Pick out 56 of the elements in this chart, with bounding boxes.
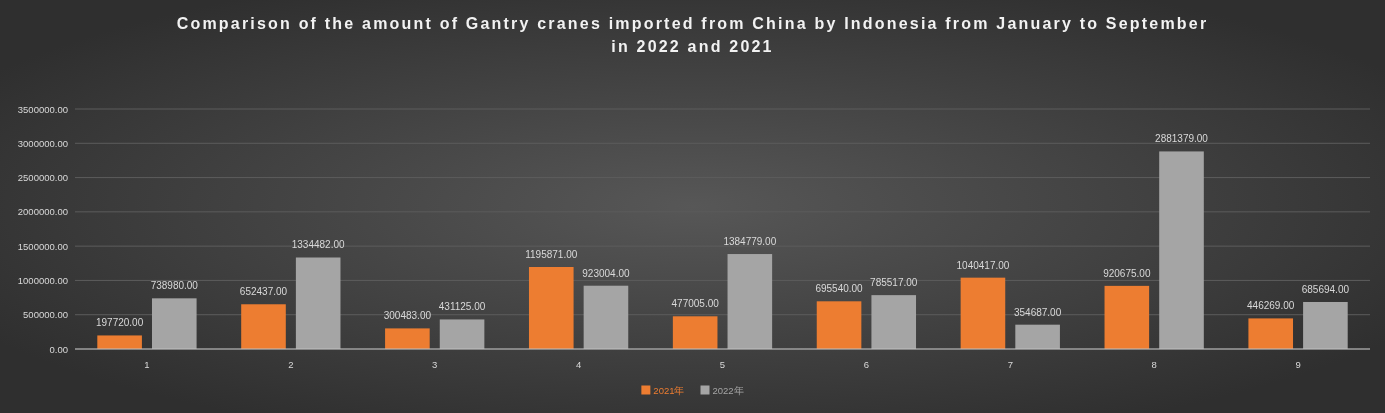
data-label: 431125.00: [438, 301, 486, 313]
x-tick-label: 3: [432, 359, 438, 370]
x-tick-label: 9: [1295, 359, 1301, 370]
y-tick-label: 3000000.00: [17, 137, 68, 149]
bar: [871, 295, 917, 349]
legend-label: 2022年: [712, 385, 744, 396]
data-label: 300483.00: [383, 310, 432, 322]
x-tick-label: 2: [288, 359, 294, 370]
bar: [672, 316, 718, 349]
y-tick-label: 1500000.00: [17, 240, 68, 252]
chart-title: Comparison of the amount of Gantry cranes imported from China by Indonesia from January to September in 2022 and 2021: [176, 15, 1209, 55]
data-label: 1334482.00: [291, 239, 346, 251]
bar: [1248, 318, 1294, 349]
bar: [385, 328, 430, 349]
data-label: 1195871.00: [525, 249, 578, 260]
data-label: 685694.00: [1301, 283, 1350, 295]
legend-label: 2021年: [653, 385, 685, 396]
bar: [97, 335, 142, 349]
data-label: 920675.00: [1103, 267, 1151, 279]
y-tick-label: 2000000.00: [17, 206, 68, 218]
y-tick-label: 2500000.00: [17, 172, 68, 184]
data-label: 1040417.00: [956, 259, 1010, 271]
x-tick-label: 1: [144, 359, 150, 370]
bar: [439, 319, 485, 349]
data-label: 2881379.00: [1155, 133, 1209, 145]
data-label: 354687.00: [1013, 306, 1062, 318]
x-tick-label: 7: [1007, 359, 1013, 370]
data-label: 785517.00: [870, 277, 918, 289]
y-tick-label: 3500000.00: [17, 103, 68, 115]
data-label: 1384779.00: [723, 236, 777, 248]
y-tick-label: 500000.00: [23, 309, 68, 321]
data-label: 446269.00: [1247, 300, 1295, 312]
bar: [960, 277, 1006, 349]
y-tick-label: 1000000.00: [17, 274, 68, 286]
x-tick-label: 4: [575, 359, 582, 370]
bar: [1303, 301, 1348, 349]
x-tick-label: 6: [863, 359, 870, 370]
bar: [241, 304, 286, 349]
data-label: 738980.00: [150, 280, 199, 292]
x-tick-label: 5: [719, 359, 726, 370]
bar: [583, 285, 629, 349]
data-label: 923004.00: [582, 267, 631, 279]
x-tick-label: 8: [1151, 359, 1157, 370]
data-label: 652437.00: [239, 286, 288, 298]
bar: [1104, 285, 1150, 349]
data-label: 197720.00: [95, 317, 144, 329]
bar: [816, 301, 862, 349]
bar: [1015, 324, 1060, 349]
y-tick-label: 0.00: [49, 343, 68, 355]
bar: [727, 254, 773, 349]
bar: [295, 257, 341, 349]
bar: [528, 267, 574, 349]
data-label: 695540.00: [815, 283, 864, 295]
bar: [1159, 151, 1204, 349]
data-label: 477005.00: [671, 298, 720, 310]
bar: [151, 298, 197, 349]
